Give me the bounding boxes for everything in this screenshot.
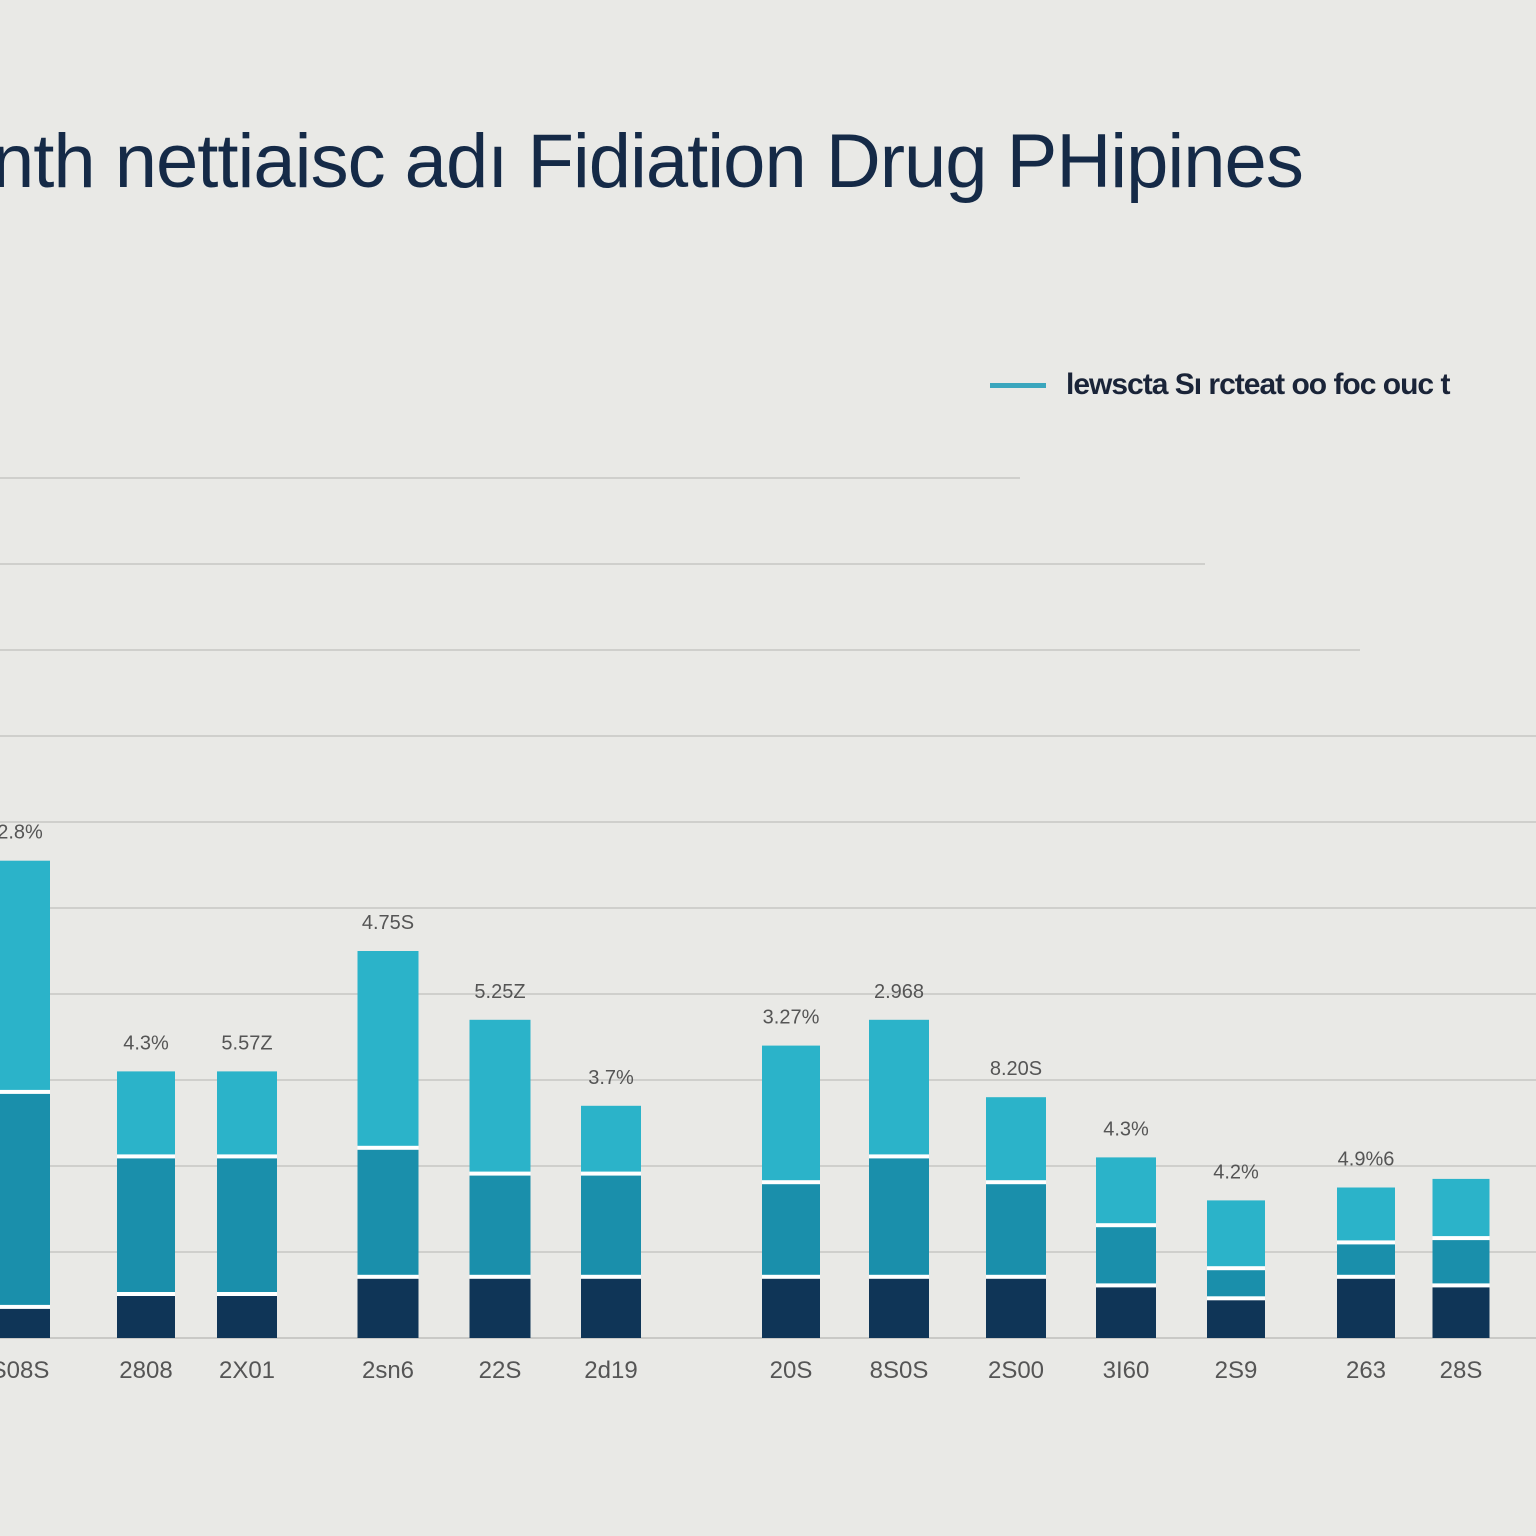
bar-segment-divider: [469, 1171, 531, 1176]
bar-segment: [1432, 1286, 1490, 1338]
x-tick-label: 8S0S: [870, 1357, 929, 1384]
legend: lewscta Sı rcteat oo foc ouc t: [990, 368, 1450, 402]
bar-segment: [1207, 1200, 1265, 1270]
bar-segment-divider: [357, 1274, 419, 1279]
bar-segment: [357, 951, 419, 1149]
x-tick-label: 2S9: [1215, 1357, 1258, 1384]
bar-segment-divider: [1432, 1236, 1490, 1241]
bar-segment-divider: [986, 1274, 1046, 1279]
bar-segment: [217, 1071, 277, 1158]
bar-segment: [581, 1174, 641, 1278]
bar-segment-divider: [581, 1171, 641, 1176]
x-tick-label: 22S: [479, 1357, 522, 1384]
bar-segment: [869, 1277, 929, 1338]
data-label: 4.3%: [123, 1032, 169, 1054]
bar-segment-divider: [762, 1180, 820, 1185]
legend-swatch: [990, 382, 1046, 388]
bar-segment: [581, 1105, 641, 1175]
bar-segment: [0, 1092, 50, 1308]
bar-segment: [986, 1097, 1046, 1184]
bar-segment: [869, 1157, 929, 1278]
bar-segment: [469, 1174, 531, 1278]
data-label: 3.27%: [763, 1007, 820, 1029]
bar-segment-divider: [217, 1292, 277, 1296]
bar-segment-divider: [469, 1274, 531, 1279]
data-label: 3.7%: [588, 1067, 634, 1089]
bar-segment-divider: [1207, 1296, 1265, 1301]
bar-segment-divider: [117, 1292, 175, 1296]
bar-segment-divider: [217, 1154, 277, 1159]
data-label: 2.968: [874, 981, 924, 1003]
bar-segment-divider: [869, 1154, 929, 1159]
x-tick-label: 2d19: [584, 1357, 637, 1384]
x-tick-label: 3I60: [1103, 1357, 1150, 1384]
bar-segment-divider: [1337, 1240, 1395, 1245]
bar-segment-divider: [1337, 1274, 1395, 1279]
x-tick-label: S08S: [0, 1357, 49, 1384]
bar-segment: [986, 1277, 1046, 1338]
x-tick-label: 28S: [1440, 1357, 1483, 1384]
bar-segment: [1432, 1239, 1490, 1287]
bar-segment: [762, 1277, 820, 1338]
x-tick-label: 2S00: [988, 1357, 1044, 1384]
bar-segment: [1096, 1286, 1156, 1338]
data-label: 4.9%6: [1338, 1149, 1395, 1171]
bar-segment: [357, 1148, 419, 1278]
bar-segment: [986, 1183, 1046, 1278]
bar-segment: [469, 1277, 531, 1338]
x-tick-label: 2808: [119, 1357, 172, 1384]
bar-segment: [117, 1157, 175, 1295]
data-label: 2.8%: [0, 822, 43, 844]
bar-segment: [1337, 1187, 1395, 1244]
x-tick-label: 2sn6: [362, 1357, 414, 1384]
bar-segment-divider: [1096, 1223, 1156, 1228]
bar-segment-divider: [869, 1274, 929, 1279]
bar-segment: [869, 1019, 929, 1158]
bar-segment-divider: [117, 1154, 175, 1159]
x-tick-label: 263: [1346, 1357, 1386, 1384]
x-tick-label: 20S: [770, 1357, 813, 1384]
data-label: 4.75S: [362, 912, 414, 934]
x-tick-label: 2X01: [219, 1357, 275, 1384]
bar-segment: [1337, 1277, 1395, 1338]
bar-segment: [0, 860, 50, 1093]
bar-segment: [217, 1295, 277, 1338]
bar-segment: [1337, 1243, 1395, 1278]
legend-label: lewscta Sı rcteat oo foc ouc t: [1066, 368, 1450, 401]
bar-segment-divider: [581, 1274, 641, 1279]
bar-segment-divider: [762, 1274, 820, 1279]
bar-segment: [1207, 1299, 1265, 1338]
data-label: 5.57Z: [221, 1032, 272, 1054]
bar-segment-divider: [1096, 1283, 1156, 1288]
bar-segment-divider: [357, 1145, 419, 1150]
data-label: 5.25Z: [474, 981, 525, 1003]
bar-segment: [217, 1157, 277, 1295]
bar-segment: [1432, 1178, 1490, 1240]
bar-segment: [469, 1019, 531, 1175]
bar-segment-divider: [986, 1180, 1046, 1185]
data-label: 8.20S: [990, 1058, 1042, 1080]
bar-segment: [117, 1071, 175, 1158]
bar-segment: [1096, 1157, 1156, 1227]
bar-segment: [0, 1307, 50, 1338]
bar-segment: [357, 1277, 419, 1338]
bar-segment-divider: [0, 1304, 50, 1309]
bar-segment-divider: [0, 1089, 50, 1094]
bar-segment: [1096, 1226, 1156, 1287]
chart-title: nth nettiaisc adı Fidiation Drug PHipine…: [0, 119, 1304, 204]
bar-segment: [762, 1045, 820, 1184]
bar-segment: [117, 1295, 175, 1338]
bar-segment-divider: [1432, 1283, 1490, 1288]
bar-segment-divider: [1207, 1266, 1265, 1271]
bar-segment: [581, 1277, 641, 1338]
data-label: 4.3%: [1103, 1118, 1149, 1140]
bar-segment: [762, 1183, 820, 1278]
data-label: 4.2%: [1213, 1161, 1259, 1183]
bar-segment: [1207, 1269, 1265, 1300]
